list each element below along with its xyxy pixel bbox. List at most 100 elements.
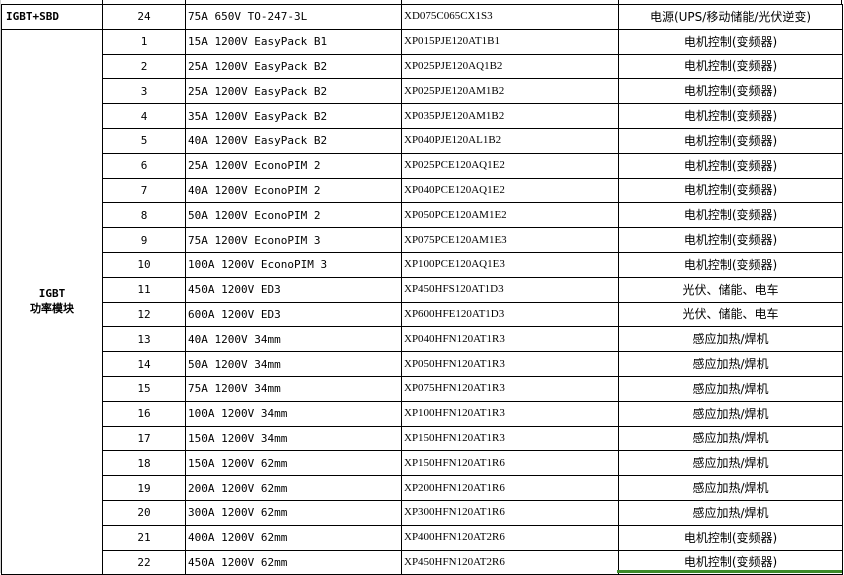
part-number-cell[interactable]: XP300HFN120AT1R6 <box>401 499 619 526</box>
part-number-cell[interactable]: XP025PJE120AM1B2 <box>401 78 619 105</box>
application-cell[interactable]: 感应加热/焊机 <box>618 475 843 501</box>
number-cell[interactable]: 9 <box>102 227 186 253</box>
spec-cell[interactable]: 450A 1200V 62mm <box>185 549 402 575</box>
part-number-cell[interactable]: XP040PJE120AL1B2 <box>401 127 619 154</box>
application-cell[interactable]: 电机控制(变频器) <box>618 53 843 80</box>
application-cell[interactable]: 电机控制(变频器) <box>618 202 843 229</box>
spec-cell[interactable]: 50A 1200V 34mm <box>185 351 402 377</box>
spreadsheet-table: IGBT+SBD 24 75A 650V TO-247-3L XD075C065… <box>1 4 843 575</box>
spec-cell[interactable]: 25A 1200V EconoPIM 2 <box>185 152 402 179</box>
number-cell[interactable]: 10 <box>102 251 186 278</box>
application-cell[interactable]: 光伏、储能、电车 <box>618 301 843 328</box>
spec-cell[interactable]: 25A 1200V EasyPack B2 <box>185 78 402 105</box>
part-number-cell[interactable]: XP100PCE120AQ1E3 <box>401 251 619 278</box>
table-row: 5 40A 1200V EasyPack B2 XP040PJE120AL1B2 电机… <box>2 127 843 154</box>
part-number-cell[interactable]: XP040HFN120AT1R3 <box>401 326 619 353</box>
part-number-cell[interactable]: XP450HFS120AT1D3 <box>401 276 619 303</box>
spec-cell[interactable]: 600A 1200V ED3 <box>185 301 402 328</box>
number-cell[interactable]: 14 <box>102 351 186 377</box>
spec-cell[interactable]: 100A 1200V 34mm <box>185 400 402 427</box>
application-cell[interactable]: 电机控制(变频器) <box>618 524 843 551</box>
spec-cell[interactable]: 200A 1200V 62mm <box>185 475 402 501</box>
number-cell[interactable]: 13 <box>102 326 186 353</box>
spec-cell[interactable]: 40A 1200V EconoPIM 2 <box>185 177 402 204</box>
spec-cell[interactable]: 450A 1200V ED3 <box>185 276 402 303</box>
number-cell[interactable]: 8 <box>102 202 186 229</box>
spec-cell[interactable]: 150A 1200V 62mm <box>185 450 402 477</box>
spec-cell[interactable]: 40A 1200V 34mm <box>185 326 402 353</box>
part-number-cell[interactable]: XD075C065CX1S3 <box>401 4 619 30</box>
number-cell[interactable]: 2 <box>102 53 186 80</box>
spec-cell[interactable]: 50A 1200V EconoPIM 2 <box>185 202 402 229</box>
application-cell[interactable]: 电机控制(变频器) <box>618 251 843 278</box>
category-cell-merged[interactable]: IGBT 功率模块 <box>1 28 103 575</box>
application-cell[interactable]: 感应加热/焊机 <box>618 450 843 477</box>
spec-cell[interactable]: 100A 1200V EconoPIM 3 <box>185 251 402 278</box>
number-cell[interactable]: 21 <box>102 524 186 551</box>
spec-cell[interactable]: 300A 1200V 62mm <box>185 499 402 526</box>
number-cell[interactable]: 24 <box>102 4 186 30</box>
number-cell[interactable]: 3 <box>102 78 186 105</box>
table-row: 18 150A 1200V 62mm XP150HFN120AT1R6 感应加热/焊机 <box>2 450 843 477</box>
number-cell[interactable]: 12 <box>102 301 186 328</box>
part-number-cell[interactable]: XP100HFN120AT1R3 <box>401 400 619 427</box>
table-row: 14 50A 1200V 34mm XP050HFN120AT1R3 感应加热/焊机 <box>2 351 843 377</box>
application-cell[interactable]: 电机控制(变频器) <box>618 28 843 55</box>
table-row: 4 35A 1200V EasyPack B2 XP035PJE120AM1B2 电机… <box>2 103 843 129</box>
part-number-cell[interactable]: XP050HFN120AT1R3 <box>401 351 619 377</box>
part-number-cell[interactable]: XP050PCE120AM1E2 <box>401 202 619 229</box>
category-cell[interactable]: IGBT+SBD <box>1 4 103 30</box>
application-cell[interactable]: 电源(UPS/移动储能/光伏逆变) <box>618 4 843 30</box>
application-cell[interactable]: 电机控制(变频器) <box>618 152 843 179</box>
number-cell[interactable]: 16 <box>102 400 186 427</box>
part-number-cell[interactable]: XP450HFN120AT2R6 <box>401 549 619 575</box>
table-row: 2 25A 1200V EasyPack B2 XP025PJE120AQ1B2 电机… <box>2 53 843 80</box>
application-cell[interactable]: 感应加热/焊机 <box>618 400 843 427</box>
spec-cell[interactable]: 400A 1200V 62mm <box>185 524 402 551</box>
number-cell[interactable]: 5 <box>102 127 186 154</box>
part-number-cell[interactable]: XP200HFN120AT1R6 <box>401 475 619 501</box>
application-cell[interactable]: 电机控制(变频器) <box>618 103 843 129</box>
number-cell[interactable]: 7 <box>102 177 186 204</box>
part-number-cell[interactable]: XP075PCE120AM1E3 <box>401 227 619 253</box>
spec-cell[interactable]: 75A 1200V 34mm <box>185 375 402 402</box>
part-number-cell[interactable]: XP150HFN120AT1R3 <box>401 425 619 452</box>
table-row: IGBT 功率模块 1 15A 1200V EasyPack B1 XP015PJE12… <box>1 28 843 575</box>
spec-cell[interactable]: 15A 1200V EasyPack B1 <box>185 28 402 55</box>
application-cell[interactable]: 电机控制(变频器) <box>618 227 843 253</box>
number-cell[interactable]: 11 <box>102 276 186 303</box>
part-number-cell[interactable]: XP600HFE120AT1D3 <box>401 301 619 328</box>
part-number-cell[interactable]: XP040PCE120AQ1E2 <box>401 177 619 204</box>
number-cell[interactable]: 20 <box>102 499 186 526</box>
part-number-cell[interactable]: XP025PCE120AQ1E2 <box>401 152 619 179</box>
part-number-cell[interactable]: XP150HFN120AT1R6 <box>401 450 619 477</box>
spec-cell[interactable]: 75A 650V TO-247-3L <box>185 4 402 30</box>
number-cell[interactable]: 22 <box>102 549 186 575</box>
application-cell[interactable]: 感应加热/焊机 <box>618 326 843 353</box>
part-number-cell[interactable]: XP075HFN120AT1R3 <box>401 375 619 402</box>
application-cell[interactable]: 感应加热/焊机 <box>618 375 843 402</box>
part-number-cell[interactable]: XP400HFN120AT2R6 <box>401 524 619 551</box>
spec-cell[interactable]: 75A 1200V EconoPIM 3 <box>185 227 402 253</box>
application-cell[interactable]: 电机控制(变频器) <box>618 78 843 105</box>
number-cell[interactable]: 1 <box>102 28 186 55</box>
part-number-cell[interactable]: XP035PJE120AM1B2 <box>401 103 619 129</box>
number-cell[interactable]: 18 <box>102 450 186 477</box>
spec-cell[interactable]: 150A 1200V 34mm <box>185 425 402 452</box>
application-cell[interactable]: 感应加热/焊机 <box>618 425 843 452</box>
number-cell[interactable]: 6 <box>102 152 186 179</box>
part-number-cell[interactable]: XP025PJE120AQ1B2 <box>401 53 619 80</box>
spec-cell[interactable]: 25A 1200V EasyPack B2 <box>185 53 402 80</box>
application-cell[interactable]: 电机控制(变频器) <box>618 177 843 204</box>
application-cell[interactable]: 电机控制(变频器) <box>618 127 843 154</box>
spec-cell[interactable]: 35A 1200V EasyPack B2 <box>185 103 402 129</box>
part-number-cell[interactable]: XP015PJE120AT1B1 <box>401 28 619 55</box>
application-cell[interactable]: 光伏、储能、电车 <box>618 276 843 303</box>
number-cell[interactable]: 19 <box>102 475 186 501</box>
application-cell[interactable]: 感应加热/焊机 <box>618 351 843 377</box>
number-cell[interactable]: 15 <box>102 375 186 402</box>
number-cell[interactable]: 17 <box>102 425 186 452</box>
number-cell[interactable]: 4 <box>102 103 186 129</box>
application-cell[interactable]: 感应加热/焊机 <box>618 499 843 526</box>
spec-cell[interactable]: 40A 1200V EasyPack B2 <box>185 127 402 154</box>
